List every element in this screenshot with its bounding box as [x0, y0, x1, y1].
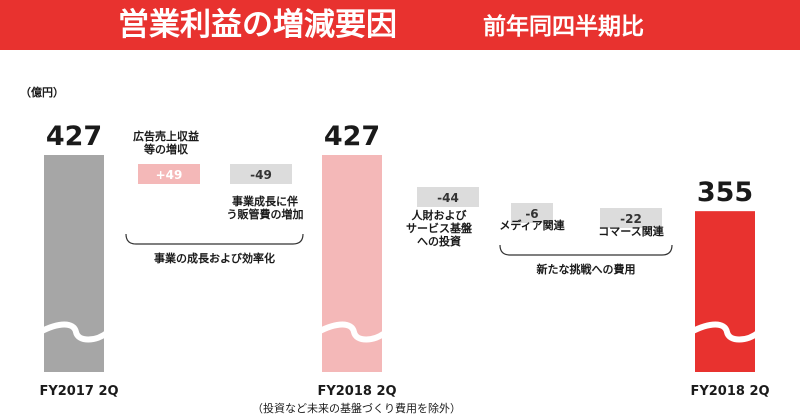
- category-label: 事業成長に伴: [232, 194, 298, 208]
- x-tick-label: FY2018 2Q: [317, 384, 396, 399]
- unit-label: （億円）: [20, 86, 64, 99]
- axis-break-mark: [38, 321, 110, 343]
- page-title: 営業利益の増減要因: [118, 7, 397, 43]
- bar-value-label: 355: [697, 177, 753, 208]
- bar-delta: [600, 208, 662, 228]
- bar-value-label: 427: [324, 121, 380, 152]
- axis-break-mark: [316, 321, 388, 343]
- bar-value-label: -22: [620, 212, 642, 226]
- category-label: メディア関連: [499, 218, 565, 232]
- bar-delta: [417, 187, 479, 207]
- bar-value-label: +49: [156, 168, 183, 182]
- bar-total: [322, 155, 382, 372]
- bar-delta: [511, 203, 553, 223]
- x-tick-label: FY2017 2Q: [39, 384, 118, 399]
- category-label: う販管費の増加: [227, 207, 304, 221]
- page-subtitle: 前年同四半期比: [483, 14, 644, 40]
- bracket-label: 新たな挑戦への費用: [537, 262, 636, 276]
- bar-delta: [230, 164, 292, 184]
- bar-value-label: -49: [250, 168, 272, 182]
- category-label: 人財および: [412, 208, 468, 222]
- title-banner: 営業利益の増減要因 前年同四半期比: [0, 0, 800, 50]
- bar-delta: [138, 164, 200, 184]
- category-label: コマース関連: [598, 224, 664, 238]
- bracket-label: 事業の成長および効率化: [154, 251, 275, 265]
- bracket-line: [125, 233, 304, 245]
- x-tick-label: FY2018 2Q: [690, 384, 769, 399]
- bar-value-label: -6: [525, 207, 538, 221]
- category-label: サービス基盤: [406, 221, 473, 235]
- bar-value-label: -44: [437, 191, 459, 205]
- category-label: 等の増収: [143, 142, 189, 156]
- bar-value-label: 427: [46, 121, 102, 152]
- bracket-line: [499, 244, 673, 256]
- category-label: 広告売上収益: [133, 129, 199, 143]
- axis-break-mark: [689, 321, 761, 343]
- category-label: への投資: [417, 234, 461, 248]
- bar-total: [695, 211, 755, 372]
- bar-total: [44, 155, 104, 372]
- footnote: （投資など未来の基盤づくり費用を除外）: [252, 402, 461, 415]
